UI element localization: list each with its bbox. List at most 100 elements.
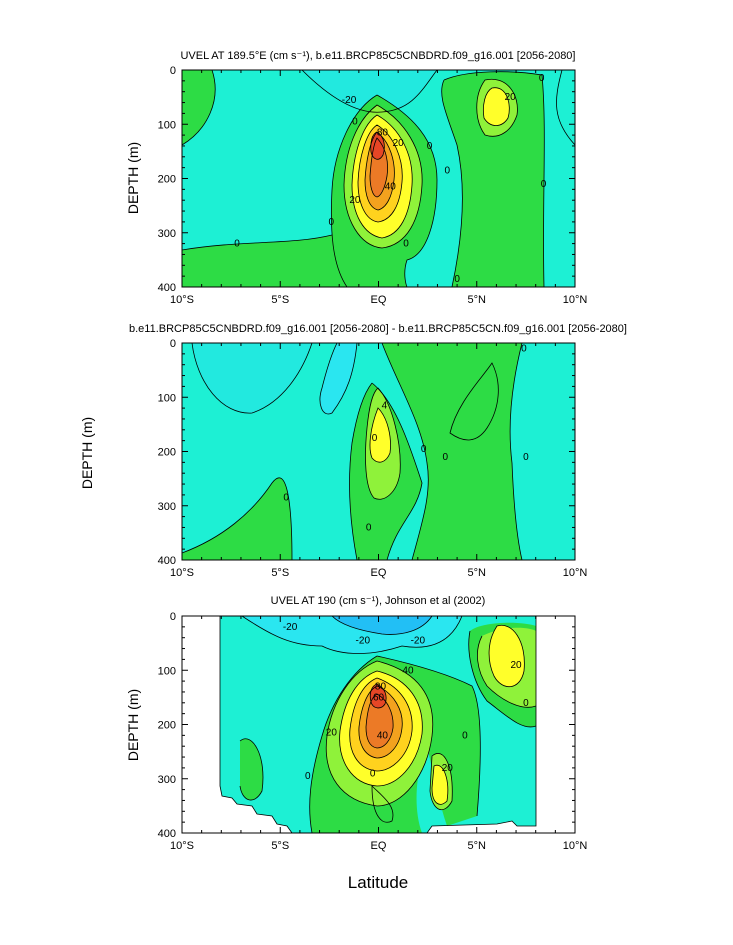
panel-2: b.e11.BRCP85C5CNBDRD.f09_g16.001 [2056-2… xyxy=(79,323,627,579)
panel-1-ylabel: DEPTH (m) xyxy=(125,142,141,214)
contour-label: 80 xyxy=(377,127,389,138)
contour-label: -20 xyxy=(283,622,298,633)
panel-1-contour-right-east xyxy=(443,71,545,287)
y-tick-label: 300 xyxy=(158,774,176,786)
x-tick-label: 10°S xyxy=(170,567,194,579)
panel-2-contour-g xyxy=(369,407,391,463)
panel-1-contour-20 xyxy=(343,104,423,249)
y-tick-label: 100 xyxy=(158,392,176,404)
panel-2-contour-h xyxy=(381,343,429,560)
x-tick-label: EQ xyxy=(371,840,387,852)
panel-2-contour-labels: 4 0 0 0 0 0 0 0 xyxy=(283,343,529,533)
contour-label: 80 xyxy=(375,682,387,693)
panel-3: UVEL AT 190 (cm s⁻¹), Johnson et al (200… xyxy=(125,595,587,892)
contour-label: 0 xyxy=(541,179,547,190)
y-tick-label: 200 xyxy=(158,447,176,459)
panel-2-contour-b xyxy=(319,343,358,415)
panel-1-green-bottomleft xyxy=(182,235,349,287)
contour-label: 0 xyxy=(444,165,450,176)
y-tick-label: 400 xyxy=(158,828,176,840)
panel-2-contour-a xyxy=(191,343,313,414)
contour-label: 0 xyxy=(234,239,240,250)
panel-1-plot: -20 0 80 20 40 20 0 0 0 0 0 0 20 0 0 xyxy=(182,70,575,287)
panel-1-contour-50 xyxy=(357,124,403,223)
panel-3-contour-f xyxy=(358,685,403,759)
contour-label: 0 xyxy=(366,522,372,533)
panel-3-contour-c xyxy=(325,660,434,807)
contour-label: 0 xyxy=(523,452,529,463)
contour-label: 0 xyxy=(283,493,289,504)
panel-3-contour-k xyxy=(239,738,264,801)
x-tick-label: 5°S xyxy=(271,294,289,306)
panel-3-domain-edge xyxy=(219,616,537,833)
contour-label: 40 xyxy=(377,730,389,741)
contour-label: 40 xyxy=(402,665,414,676)
panel-3-contour-q xyxy=(371,785,394,823)
panel-3-contour-n xyxy=(468,630,537,728)
x-axis-label: Latitude xyxy=(348,873,409,892)
y-tick-label: 0 xyxy=(170,338,176,350)
panel-3-yellow-strip xyxy=(432,765,448,805)
contour-label: 0 xyxy=(454,274,460,285)
contour-label: 0 xyxy=(421,444,427,455)
contour-label: 20 xyxy=(510,660,522,671)
panel-2-contour-f xyxy=(365,387,401,500)
panel-2-west-band xyxy=(192,343,312,414)
contour-label: 20 xyxy=(349,195,361,206)
contour-label: 0 xyxy=(305,771,311,782)
panel-3-contour-j xyxy=(331,616,433,635)
panel-2-green-patch xyxy=(450,363,499,440)
panel-3-contour-d xyxy=(339,670,423,787)
contour-label: 20 xyxy=(326,728,338,739)
panel-2-yellow-core xyxy=(370,408,391,463)
contour-label: 4 xyxy=(382,400,388,411)
contour-label: 0 xyxy=(329,217,335,228)
panel-3-contour-g xyxy=(365,693,394,749)
panel-1-contour-right-30 xyxy=(483,87,510,126)
panel-3-yellow-right xyxy=(489,625,525,687)
panel-1-contour-westband xyxy=(301,70,438,113)
x-tick-label: 10°S xyxy=(170,840,194,852)
panel-1-contour-0-east xyxy=(376,94,438,287)
panel-2-contour-d xyxy=(349,382,373,560)
x-tick-label: 5°N xyxy=(468,294,487,306)
panel-1-contour-labels: -20 0 80 20 40 20 0 0 0 0 0 0 20 0 0 xyxy=(234,73,547,285)
panel-3-red-core xyxy=(370,684,387,708)
y-tick-label: 300 xyxy=(158,501,176,513)
x-tick-label: 10°N xyxy=(563,294,588,306)
panel-1-contour-0-west xyxy=(330,94,378,287)
panel-3-ylabel: DEPTH (m) xyxy=(125,689,141,761)
panel-1-contour-right-20 xyxy=(476,78,518,137)
panel-1-contour-40 xyxy=(351,114,413,239)
y-tick-label: 200 xyxy=(158,720,176,732)
panel-3-contour-m xyxy=(431,764,449,805)
y-tick-label: 200 xyxy=(158,174,176,186)
contour-label: 0 xyxy=(443,452,449,463)
panel-2-ylabel: DEPTH (m) xyxy=(79,417,95,489)
x-tick-label: 5°S xyxy=(271,840,289,852)
contour-label: 0 xyxy=(352,117,358,128)
panel-3-contour-b xyxy=(376,655,481,817)
contour-label: 0 xyxy=(372,433,378,444)
panel-3-contour-p xyxy=(488,624,525,688)
panel-1: UVEL AT 189.5°E (cm s⁻¹), b.e11.BRCP85C5… xyxy=(125,50,587,306)
panel-1-contour-far-east xyxy=(556,70,575,146)
y-tick-label: 100 xyxy=(158,665,176,677)
x-tick-label: 5°S xyxy=(271,567,289,579)
contour-label: 0 xyxy=(462,730,468,741)
panel-3-west-core xyxy=(332,616,432,635)
panel-1-contour-right-west xyxy=(441,79,463,287)
contour-label: 20 xyxy=(442,763,454,774)
contour-label: 20 xyxy=(505,92,517,103)
contour-label: 20 xyxy=(393,138,405,149)
panel-1-yellow-right xyxy=(483,87,510,126)
panel-2-green-bottomleft xyxy=(182,477,292,560)
contour-label: 0 xyxy=(370,768,376,779)
panel-2-contour-j xyxy=(449,362,499,441)
y-tick-label: 300 xyxy=(158,228,176,240)
panel-1-contour-60 xyxy=(364,131,395,211)
x-tick-label: 10°N xyxy=(563,567,588,579)
contour-label: 0 xyxy=(523,698,529,709)
